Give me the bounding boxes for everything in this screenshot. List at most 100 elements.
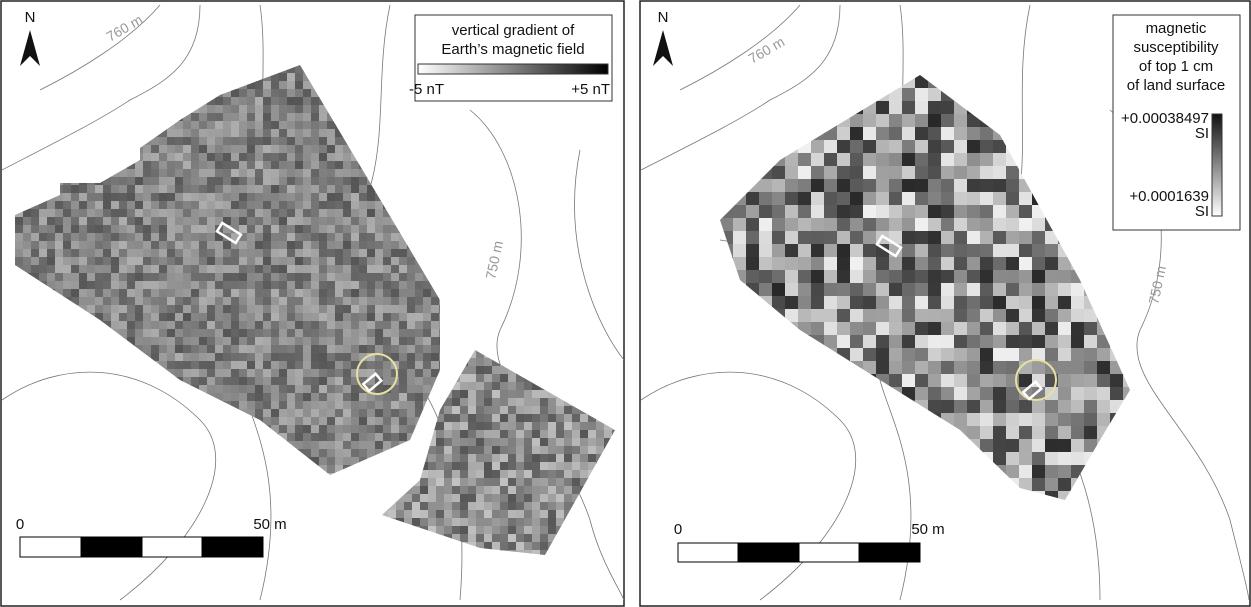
raster-cell <box>207 209 216 218</box>
raster-cell <box>383 305 392 314</box>
raster-cell <box>327 345 336 354</box>
raster-cell <box>746 205 760 219</box>
raster-cell <box>183 209 192 218</box>
raster-cell <box>902 153 916 167</box>
raster-cell <box>1032 361 1046 375</box>
raster-cell <box>191 361 200 370</box>
raster-cell <box>199 225 208 234</box>
raster-cell <box>231 369 240 378</box>
raster-cell <box>837 140 851 154</box>
raster-cell <box>191 257 200 266</box>
raster-cell <box>967 140 981 154</box>
raster-cell <box>484 382 493 391</box>
raster-cell <box>279 265 288 274</box>
raster-cell <box>343 393 352 402</box>
raster-cell <box>572 478 581 487</box>
raster-cell <box>452 414 461 423</box>
raster-cell <box>492 374 501 383</box>
raster-cell <box>1097 413 1111 427</box>
raster-cell <box>343 337 352 346</box>
raster-cell <box>31 209 40 218</box>
raster-cell <box>255 257 264 266</box>
raster-cell <box>548 510 557 519</box>
raster-cell <box>484 518 493 527</box>
raster-cell <box>407 369 416 378</box>
raster-cell <box>772 218 786 232</box>
raster-cell <box>87 249 96 258</box>
raster-cell <box>967 231 981 245</box>
raster-cell <box>367 201 376 210</box>
raster-cell <box>247 257 256 266</box>
raster-cell <box>452 470 461 479</box>
raster-cell <box>343 185 352 194</box>
raster-cell <box>247 369 256 378</box>
raster-cell <box>863 140 877 154</box>
raster-cell <box>993 348 1007 362</box>
raster-cell <box>444 494 453 503</box>
raster-cell <box>399 417 408 426</box>
raster-cell <box>889 335 903 349</box>
raster-cell <box>476 494 485 503</box>
raster-cell <box>255 321 264 330</box>
raster-cell <box>327 353 336 362</box>
raster-cell <box>484 494 493 503</box>
raster-cell <box>1019 244 1033 258</box>
raster-cell <box>239 353 248 362</box>
raster-cell <box>207 193 216 202</box>
raster-cell <box>420 518 429 527</box>
raster-cell <box>915 244 929 258</box>
raster-cell <box>287 217 296 226</box>
raster-cell <box>287 225 296 234</box>
raster-cell <box>279 129 288 138</box>
raster-cell <box>95 305 104 314</box>
raster-cell <box>151 201 160 210</box>
raster-cell <box>391 273 400 282</box>
raster-cell <box>1045 439 1059 453</box>
raster-cell <box>279 385 288 394</box>
raster-cell <box>327 225 336 234</box>
raster-cell <box>772 179 786 193</box>
raster-cell <box>351 241 360 250</box>
raster-cell <box>167 305 176 314</box>
raster-cell <box>508 486 517 495</box>
raster-cell <box>785 205 799 219</box>
raster-cell <box>850 179 864 193</box>
raster-cell <box>484 438 493 447</box>
raster-cell <box>239 329 248 338</box>
raster-cell <box>287 89 296 98</box>
raster-cell <box>279 209 288 218</box>
raster-cell <box>468 422 477 431</box>
raster-cell <box>231 129 240 138</box>
raster-cell <box>263 385 272 394</box>
raster-cell <box>772 296 786 310</box>
raster-cell <box>375 417 384 426</box>
raster-cell <box>223 201 232 210</box>
raster-cell <box>215 369 224 378</box>
raster-cell <box>343 281 352 290</box>
raster-cell <box>191 265 200 274</box>
raster-cell <box>436 454 445 463</box>
raster-cell <box>404 510 413 519</box>
raster-cell <box>1045 244 1059 258</box>
raster-cell <box>468 510 477 519</box>
raster-cell <box>993 218 1007 232</box>
raster-cell <box>63 273 72 282</box>
raster-cell <box>287 425 296 434</box>
raster-cell <box>1045 322 1059 336</box>
raster-cell <box>1084 374 1098 388</box>
raster-cell <box>231 249 240 258</box>
raster-cell <box>351 441 360 450</box>
raster-cell <box>167 193 176 202</box>
raster-cell <box>1071 387 1085 401</box>
raster-cell <box>271 121 280 130</box>
raster-cell <box>183 193 192 202</box>
raster-cell <box>215 185 224 194</box>
raster-cell <box>460 534 469 543</box>
raster-cell <box>247 249 256 258</box>
raster-cell <box>359 329 368 338</box>
raster-cell <box>1084 387 1098 401</box>
raster-cell <box>311 249 320 258</box>
raster-cell <box>889 140 903 154</box>
raster-cell <box>239 209 248 218</box>
raster-cell <box>263 153 272 162</box>
